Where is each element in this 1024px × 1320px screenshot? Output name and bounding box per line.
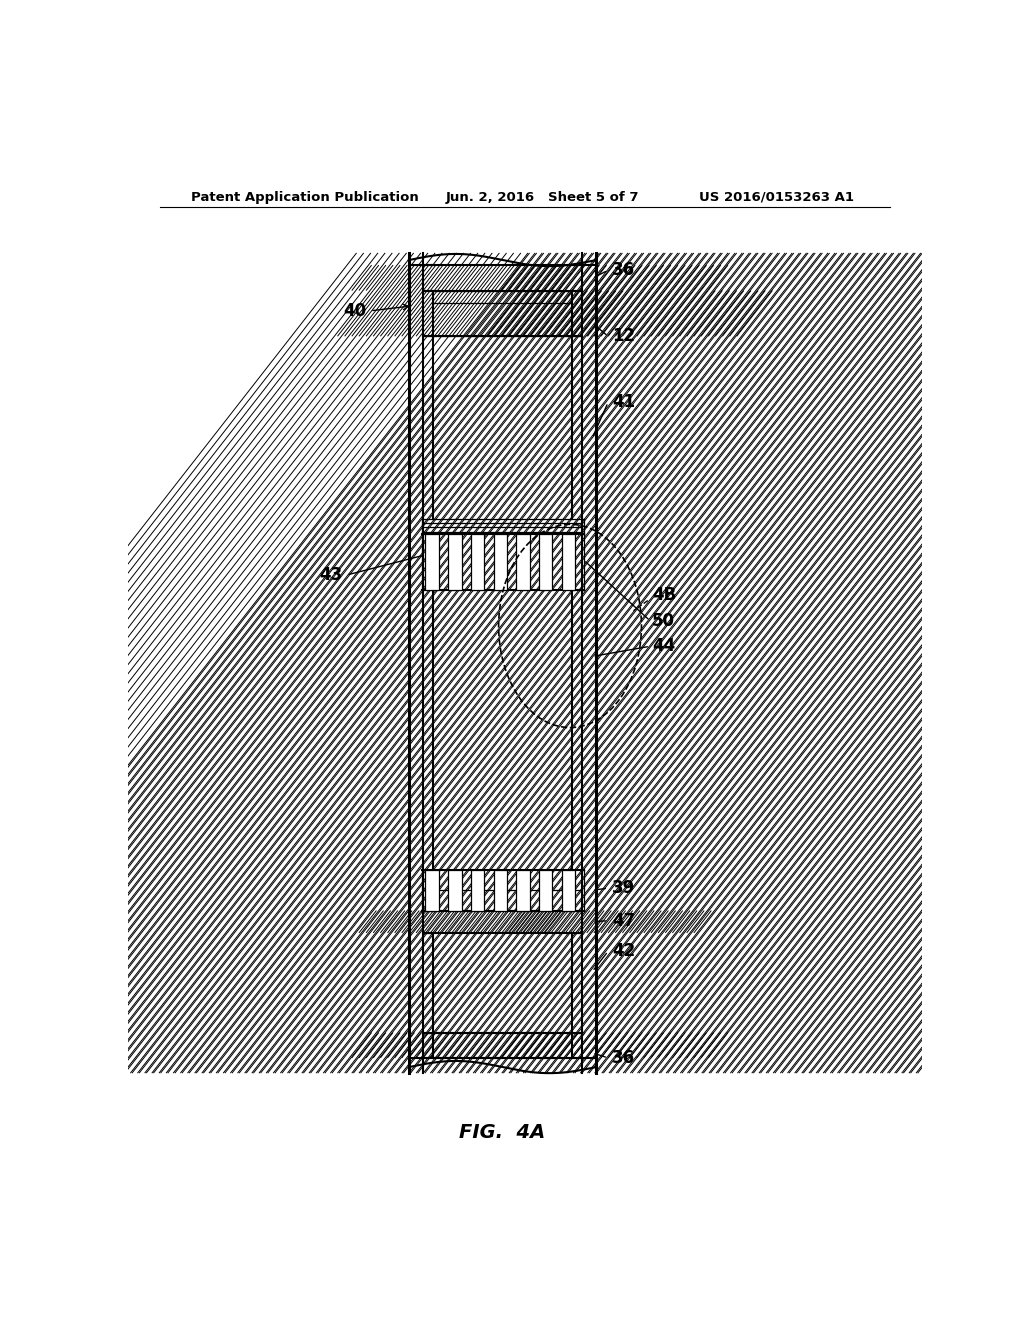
Text: 12: 12 [612,327,635,346]
Bar [516,535,529,590]
Bar [561,870,575,911]
Bar [539,535,553,590]
Text: 50: 50 [652,612,675,630]
Bar [426,870,439,911]
Bar [539,870,553,911]
Text: 40: 40 [343,302,367,319]
Text: 43: 43 [319,566,342,585]
Bar [494,535,507,590]
Text: 36: 36 [612,1049,635,1067]
Text: US 2016/0153263 A1: US 2016/0153263 A1 [699,190,854,203]
Text: 4B: 4B [652,586,676,605]
Bar [409,253,596,1073]
Bar [426,535,439,590]
Bar [471,535,484,590]
Text: 47: 47 [612,912,635,929]
Text: 42: 42 [612,942,635,960]
Text: 41: 41 [612,393,635,412]
Text: FIG.  4A: FIG. 4A [460,1122,546,1142]
Text: 39: 39 [612,879,635,898]
Bar [449,870,462,911]
Text: 44: 44 [652,638,675,655]
Text: Jun. 2, 2016   Sheet 5 of 7: Jun. 2, 2016 Sheet 5 of 7 [445,190,639,203]
Bar [494,870,507,911]
Bar [471,870,484,911]
Bar [516,870,529,911]
Bar [449,535,462,590]
Text: Patent Application Publication: Patent Application Publication [191,190,419,203]
Text: 36: 36 [612,261,635,280]
Bar [561,535,575,590]
